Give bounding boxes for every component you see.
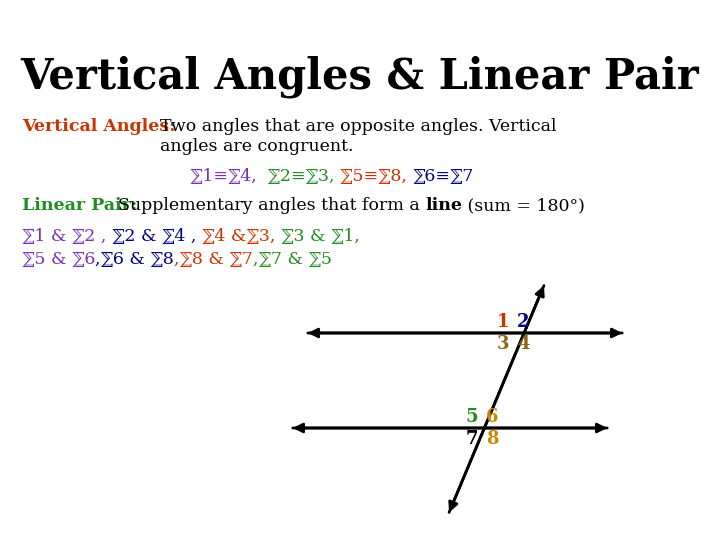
Text: 6: 6 <box>486 408 498 426</box>
Text: ⅀2 & ⅀4 ,: ⅀2 & ⅀4 , <box>112 228 202 245</box>
Text: ⅀6≡⅀7: ⅀6≡⅀7 <box>413 168 474 185</box>
Text: ,⅀6 & ⅀8: ,⅀6 & ⅀8 <box>95 251 174 268</box>
Text: Two angles that are opposite angles. Vertical: Two angles that are opposite angles. Ver… <box>160 118 557 135</box>
Text: ⅀1≡⅀4,: ⅀1≡⅀4, <box>190 168 262 185</box>
Text: Vertical Angles & Linear Pair: Vertical Angles & Linear Pair <box>21 55 699 98</box>
Text: 7: 7 <box>466 430 478 448</box>
Text: angles are congruent.: angles are congruent. <box>160 138 354 155</box>
Text: ,⅀8 & ⅀7: ,⅀8 & ⅀7 <box>174 251 253 268</box>
Text: ⅀5≡⅀8,: ⅀5≡⅀8, <box>341 168 413 185</box>
Text: 1: 1 <box>497 313 509 331</box>
Text: ,⅀7 & ⅀5: ,⅀7 & ⅀5 <box>253 251 332 268</box>
Text: (sum = 180°): (sum = 180°) <box>462 197 585 214</box>
Text: 2: 2 <box>517 313 529 331</box>
Text: Supplementary angles that form a: Supplementary angles that form a <box>118 197 426 214</box>
Text: line: line <box>426 197 462 214</box>
Text: ⅀4 &⅀3,: ⅀4 &⅀3, <box>202 228 281 245</box>
Text: 5: 5 <box>465 408 478 426</box>
Text: 3: 3 <box>497 335 509 353</box>
Text: 4: 4 <box>517 335 529 353</box>
Text: 8: 8 <box>486 430 498 448</box>
Text: ⅀3 & ⅀1,: ⅀3 & ⅀1, <box>281 228 359 245</box>
Text: Vertical Angles:: Vertical Angles: <box>22 118 176 135</box>
Text: ⅀1 & ⅀2 ,: ⅀1 & ⅀2 , <box>22 228 112 245</box>
Text: Linear Pair:: Linear Pair: <box>22 197 138 214</box>
Text: ⅀5 & ⅀6: ⅀5 & ⅀6 <box>22 251 95 268</box>
Text: ⅀2≡⅀3,: ⅀2≡⅀3, <box>262 168 341 185</box>
